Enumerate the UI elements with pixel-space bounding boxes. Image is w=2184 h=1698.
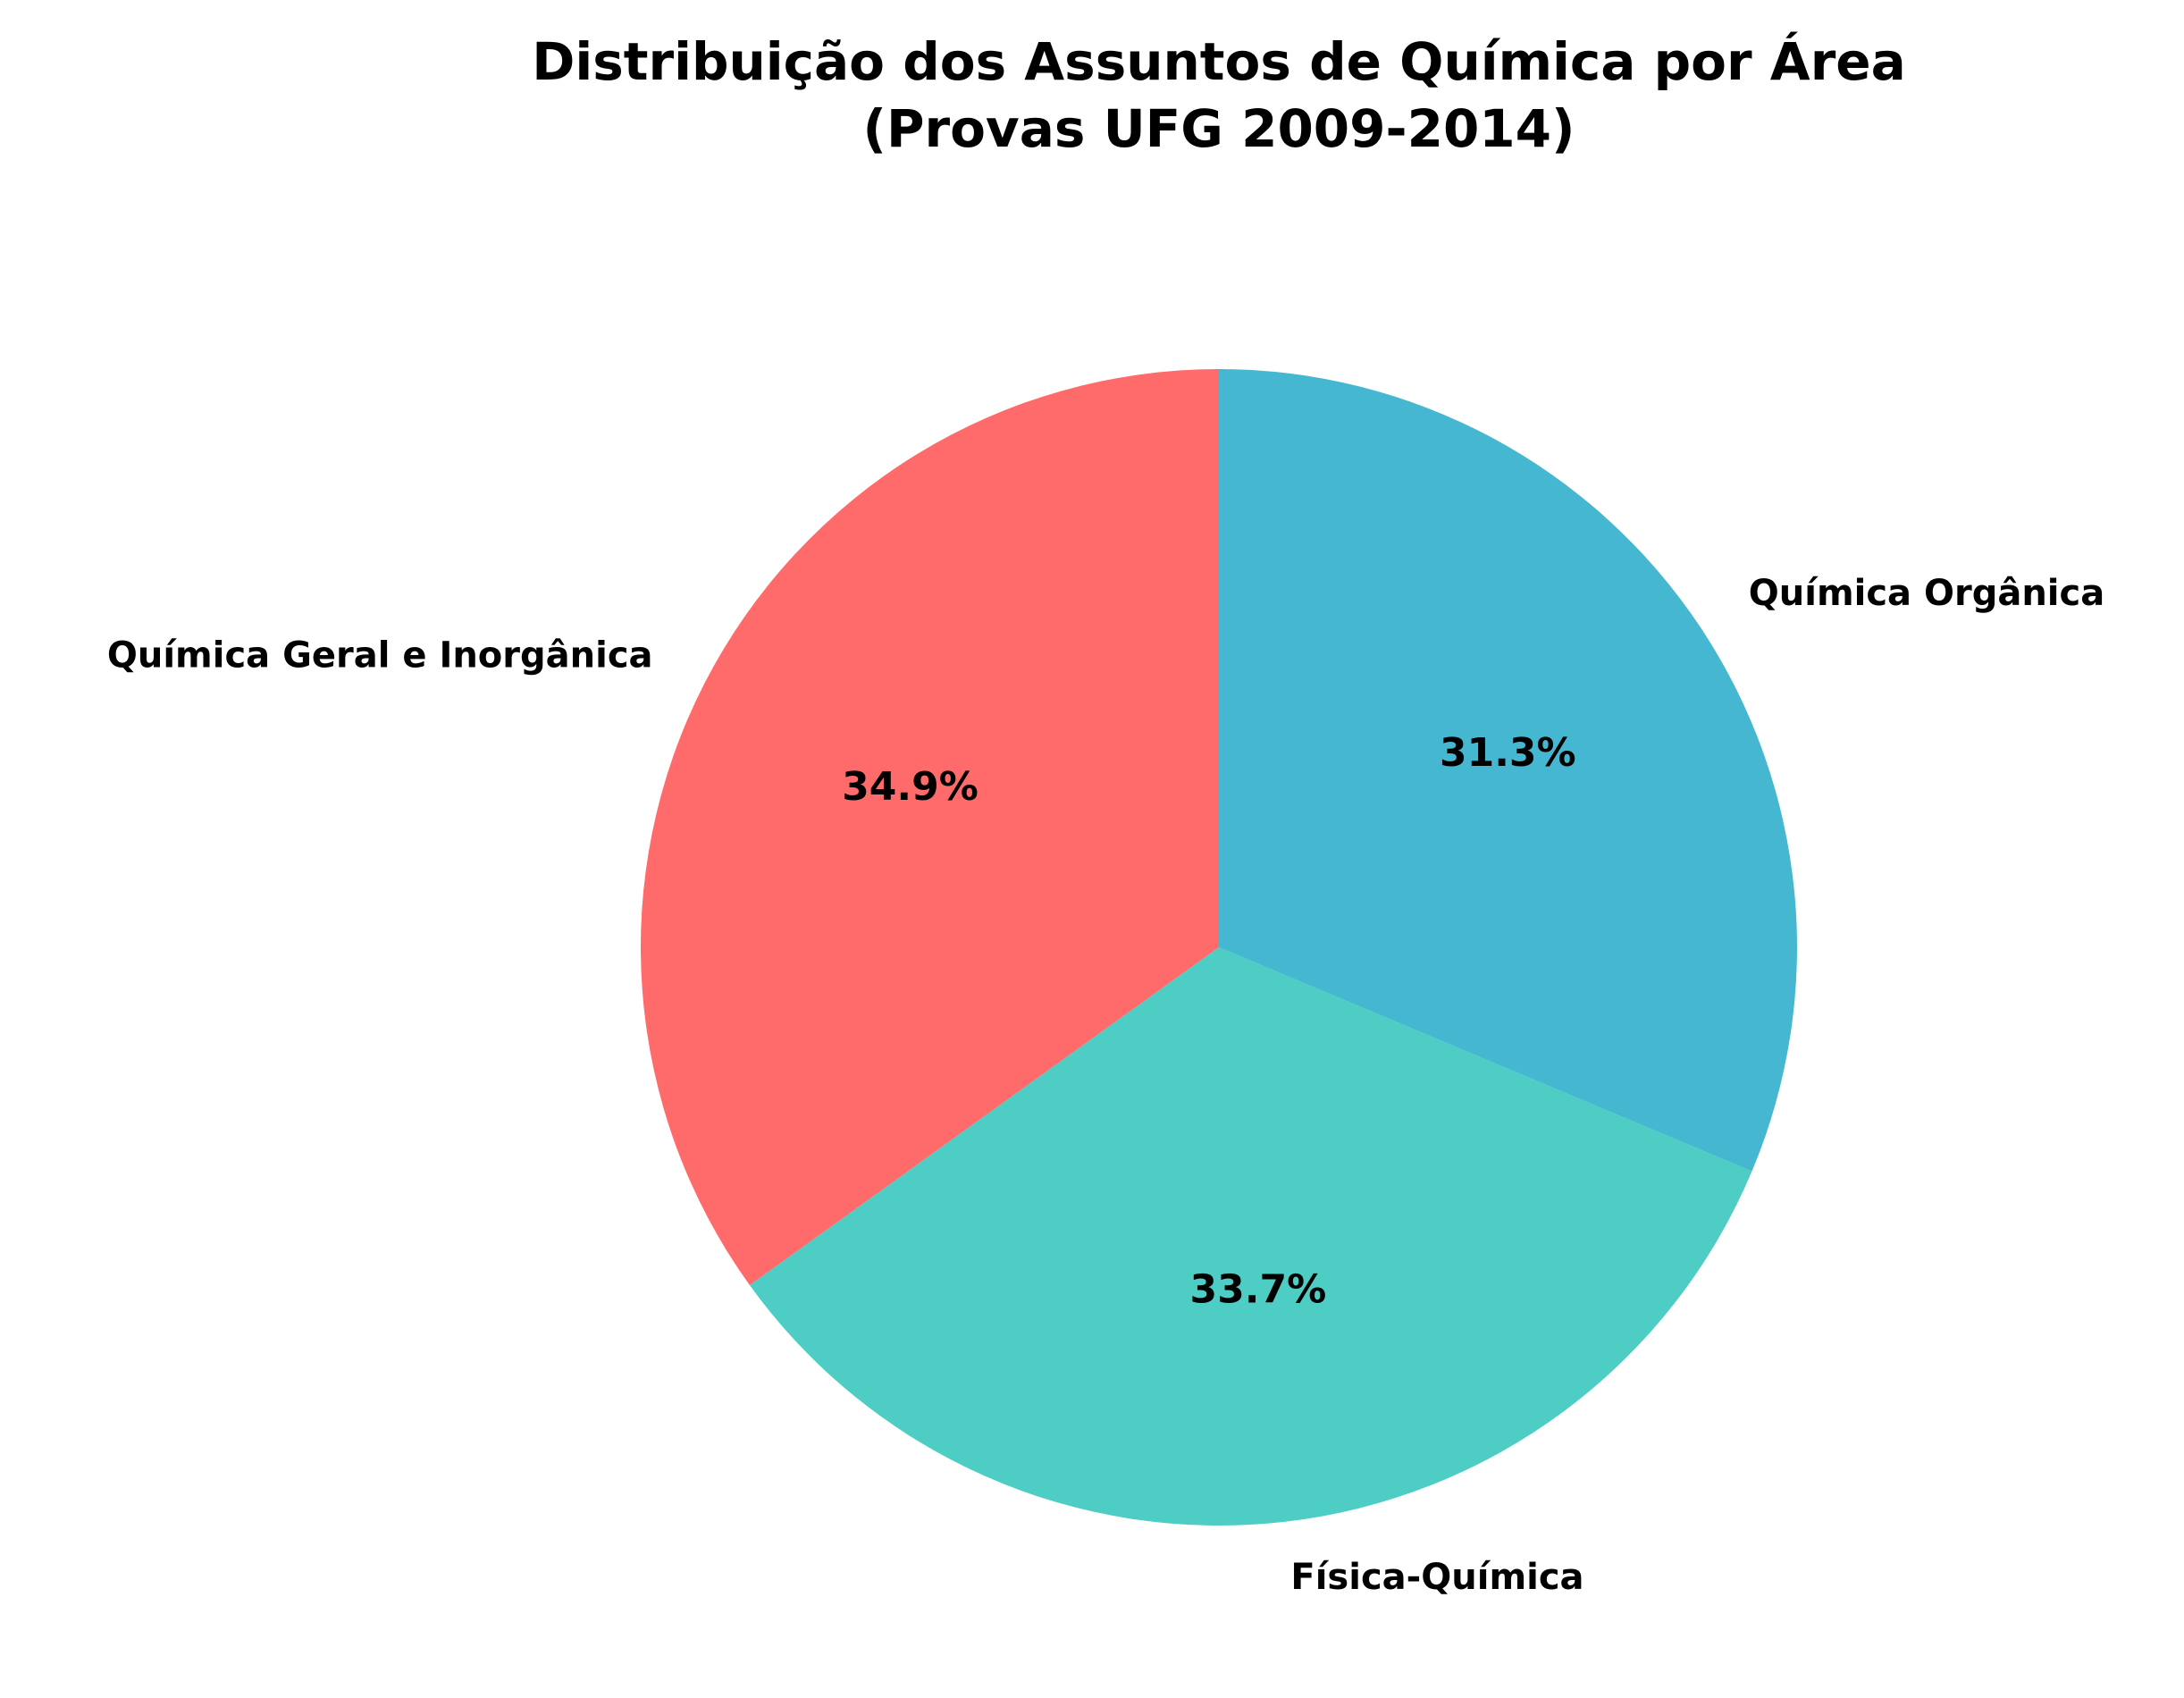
pie-slice — [1219, 369, 1798, 1172]
value-label: 31.3% — [1440, 730, 1576, 776]
slice-label: Química Orgânica — [1749, 573, 2104, 614]
slice-label: Física-Química — [1290, 1557, 1583, 1598]
pie-slice — [640, 369, 1219, 1286]
slice-label: Química Geral e Inorgânica — [107, 635, 653, 677]
chart-title: Distribuição dos Assuntos de Química por… — [532, 30, 1906, 92]
value-label: 33.7% — [1190, 1267, 1327, 1313]
pie-slice — [750, 947, 1752, 1526]
value-label: 34.9% — [842, 764, 979, 810]
chart-title: (Provas UFG 2009-2014) — [862, 98, 1575, 159]
